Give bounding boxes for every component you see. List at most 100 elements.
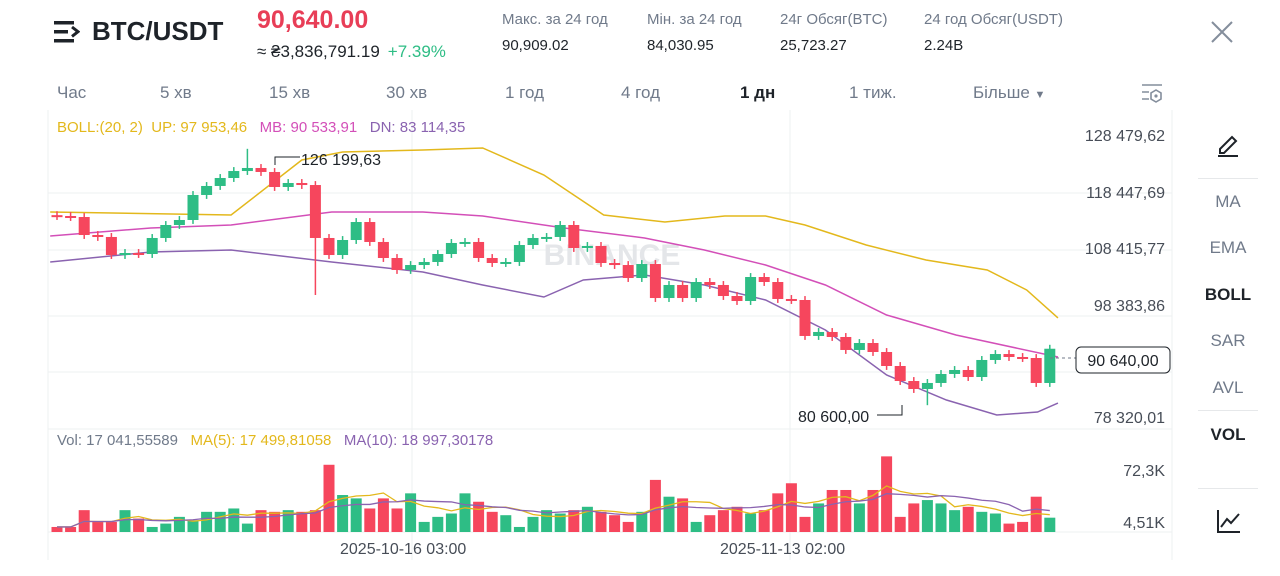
candle-body	[568, 224, 580, 248]
tab-1w[interactable]: 1 тиж.	[849, 83, 897, 102]
tab-more[interactable]: Більше ▼	[973, 83, 1046, 102]
volume-bar	[690, 521, 702, 532]
candle-body	[418, 261, 430, 266]
indicator-sar[interactable]: SAR	[1210, 331, 1246, 350]
candle-body	[364, 222, 376, 242]
volume-bar	[187, 520, 199, 532]
candle-body	[1003, 354, 1015, 358]
boll-middle-line	[50, 211, 1059, 358]
price-tick: 78 320,01	[1093, 410, 1165, 427]
volume-bar	[731, 506, 743, 532]
candle-body	[758, 276, 770, 283]
volume-bar	[554, 513, 566, 532]
candle-body	[949, 369, 961, 374]
boll-upper-line	[50, 147, 1059, 319]
close-icon[interactable]	[1208, 18, 1236, 46]
volume-bar	[65, 526, 77, 532]
tab-30m[interactable]: 30 хв	[386, 83, 428, 102]
tab-15m[interactable]: 15 хв	[269, 83, 311, 102]
volume-bar	[391, 508, 403, 532]
candle-body	[636, 264, 648, 279]
candle-body	[133, 252, 145, 255]
volume-bar	[459, 493, 471, 532]
price-tick: 108 415,77	[1084, 241, 1165, 258]
candle-body	[350, 222, 362, 241]
candle-body	[486, 257, 498, 264]
low-annotation: 80 600,00	[798, 405, 903, 426]
tab-time[interactable]: Час	[57, 83, 87, 102]
line-chart-icon[interactable]	[1215, 507, 1243, 535]
volume-bar	[541, 510, 553, 532]
candle-body	[337, 240, 349, 256]
candle-body	[323, 237, 335, 256]
volume-bar	[486, 511, 498, 532]
volume-bar	[500, 515, 512, 532]
last-price-tag-text: 90 640,00	[1087, 353, 1158, 370]
candle-body	[894, 365, 906, 382]
volume-bar	[160, 523, 172, 532]
volume-bar	[636, 511, 648, 532]
indicator-ema[interactable]: EMA	[1209, 238, 1247, 257]
volume-bar	[241, 523, 253, 532]
tab-5m[interactable]: 5 хв	[160, 83, 192, 102]
candle-body	[119, 252, 131, 256]
candle-body	[840, 336, 852, 350]
candle-body	[377, 241, 389, 258]
tab-1h[interactable]: 1 год	[505, 83, 545, 102]
candle-body	[785, 298, 797, 301]
candle-body	[745, 276, 757, 302]
pair-name: BTC/USDT	[92, 16, 224, 46]
draw-pencil-icon[interactable]	[1214, 130, 1242, 158]
boll-lower-line	[50, 249, 1059, 416]
volume-bar	[1017, 521, 1029, 532]
candle-body	[554, 224, 566, 237]
volume-bar	[989, 513, 1001, 532]
volume-bar	[282, 510, 294, 532]
indicator-boll[interactable]: BOLL	[1204, 285, 1252, 304]
candle-body	[717, 284, 729, 297]
date-tick: 2025-10-16 03:00	[340, 541, 467, 558]
indicator-ma[interactable]: MA	[1215, 192, 1241, 211]
tab-1d[interactable]: 1 дн	[740, 83, 776, 102]
candle-body	[500, 261, 512, 264]
indicator-avl[interactable]: AVL	[1212, 378, 1244, 397]
candle-body	[622, 265, 634, 279]
candle-body	[581, 245, 593, 248]
last-price: 90,640.00	[257, 6, 369, 34]
caret-down-icon: ▼	[1034, 89, 1046, 101]
date-tick: 2025-11-13 02:00	[720, 541, 846, 558]
chart-settings-icon[interactable]	[1140, 82, 1164, 106]
candle-body	[432, 254, 444, 262]
volume-bar	[173, 516, 185, 532]
candle-body	[1044, 348, 1056, 383]
candle-body	[228, 171, 240, 178]
divider	[1198, 178, 1258, 179]
tab-4h[interactable]: 4 год	[621, 83, 661, 102]
candle-body	[201, 185, 213, 195]
volume-bar	[309, 510, 321, 532]
svg-text:80 600,00: 80 600,00	[798, 409, 869, 426]
candle-body	[445, 242, 457, 255]
candle-body	[799, 299, 811, 336]
volume-bar	[296, 511, 308, 532]
candle-body	[65, 216, 77, 219]
candle-body	[269, 171, 281, 187]
candle-body	[513, 245, 525, 262]
vol-legend: Vol: 17 041,55589 MA(5): 17 499,81058 MA…	[57, 432, 494, 449]
candle-body	[677, 284, 689, 299]
candle-body	[853, 343, 865, 350]
vol-tick: 72,3K	[1123, 463, 1165, 480]
candle-body	[595, 245, 607, 264]
pair-selector[interactable]: BTC/USDT	[54, 16, 223, 47]
volume-bar	[1003, 523, 1015, 532]
volume-bar	[350, 498, 362, 532]
indicator-vol[interactable]: VOL	[1210, 425, 1246, 444]
price-tick: 118 447,69	[1086, 185, 1165, 202]
candle-body	[282, 182, 294, 187]
volume-bar	[704, 515, 716, 532]
divider	[1198, 488, 1258, 489]
candle-body	[51, 215, 63, 218]
stat-low: Мін. за 24 год 84,030.95	[647, 11, 742, 54]
candle-body	[92, 235, 104, 238]
